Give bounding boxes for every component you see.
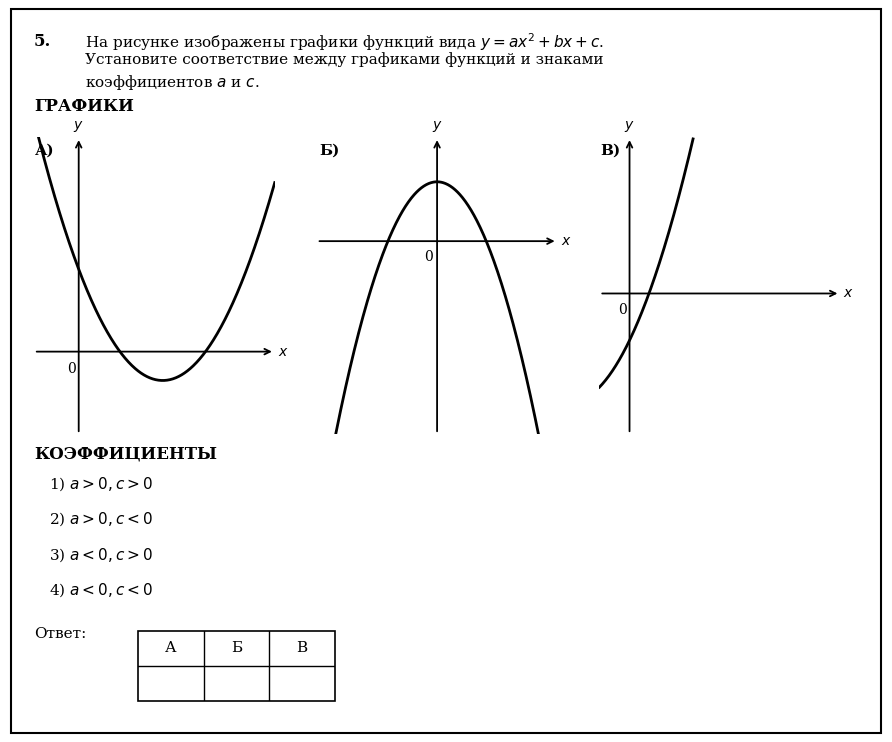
Text: 0: 0 [424,250,433,264]
Text: $y$: $y$ [624,119,635,134]
Text: 0: 0 [618,303,627,317]
Text: $y$: $y$ [73,119,84,134]
Text: КОЭФФИЦИЕНТЫ: КОЭФФИЦИЕНТЫ [34,445,217,462]
Text: 3) $a < 0, c > 0$: 3) $a < 0, c > 0$ [49,546,153,564]
Text: В: В [296,641,308,655]
Text: ГРАФИКИ: ГРАФИКИ [34,98,134,115]
Text: $x$: $x$ [843,286,854,301]
Text: 0: 0 [68,361,77,375]
Text: В): В) [600,143,621,157]
Text: 5.: 5. [34,33,51,50]
Text: $x$: $x$ [277,344,288,358]
Text: Ответ:: Ответ: [34,627,87,641]
Text: $x$: $x$ [560,234,571,248]
Text: 2) $a > 0, c < 0$: 2) $a > 0, c < 0$ [49,510,153,528]
Text: Установите соответствие между графиками функций и знаками: Установите соответствие между графиками … [85,52,603,67]
Text: коэффициентов $a$ и $c$.: коэффициентов $a$ и $c$. [85,73,260,92]
Text: А: А [165,641,177,655]
Text: На рисунке изображены графики функций вида $y = ax^2 + bx + c$.: На рисунке изображены графики функций ви… [85,31,604,53]
Text: Б): Б) [319,143,340,157]
Text: А): А) [35,144,54,158]
Text: 4) $a < 0, c < 0$: 4) $a < 0, c < 0$ [49,582,153,600]
Text: Б: Б [231,641,242,655]
Text: 1) $a > 0, c > 0$: 1) $a > 0, c > 0$ [49,475,153,493]
Text: $y$: $y$ [432,119,442,134]
